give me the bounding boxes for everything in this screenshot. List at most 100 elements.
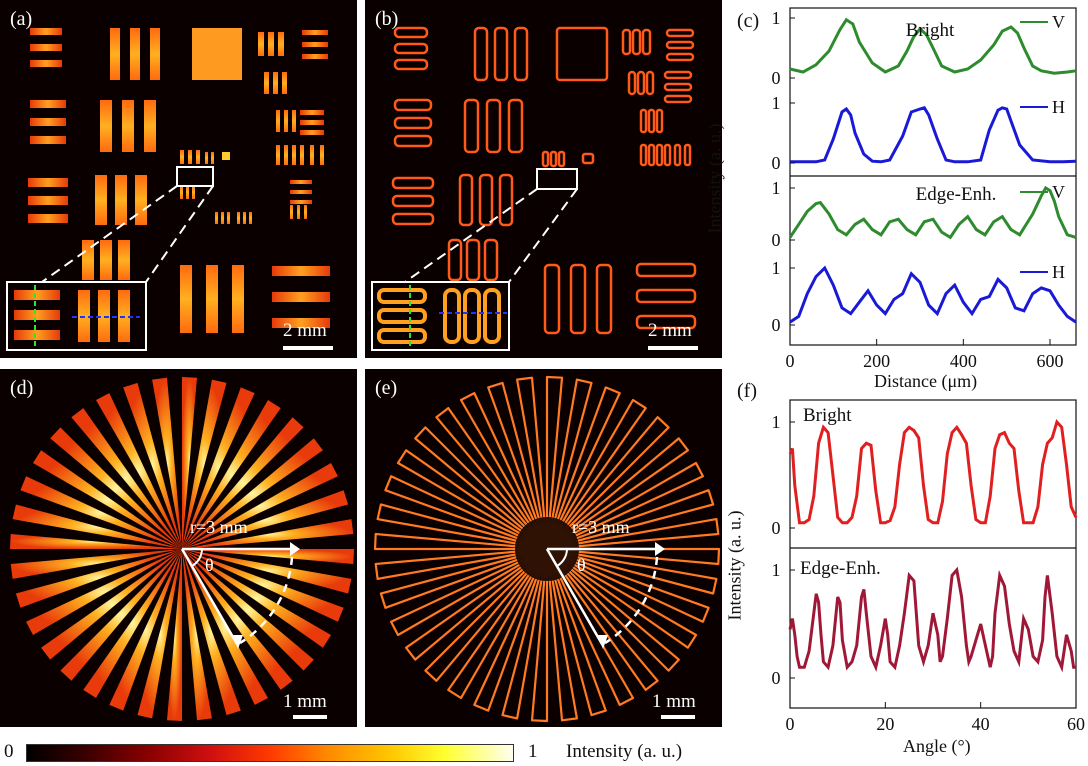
x-tick-label: 200 [863, 351, 890, 371]
panel-e-image: (e) r=3 mm θ 1 mm [365, 369, 722, 727]
plot-frame [789, 399, 1077, 709]
star-spoke [182, 377, 197, 549]
group-title-bright: Bright [803, 405, 852, 426]
panel-e-label: (e) [375, 377, 398, 399]
group-title-edge: Edge-Enh. [916, 184, 997, 205]
star-spoke [501, 547, 549, 720]
star-spoke [545, 375, 564, 551]
star-spoke [487, 381, 549, 551]
x-tick-label: 20 [876, 714, 894, 734]
y-tick-label: 1 [772, 8, 781, 28]
star-spoke [396, 449, 549, 551]
star-spoke [405, 547, 549, 661]
star-spoke [473, 547, 549, 712]
scale-label: 2 mm [283, 320, 327, 341]
angle-arm [180, 548, 239, 645]
star-spoke [516, 376, 549, 551]
star-spoke [545, 489, 715, 551]
star-spoke [182, 463, 338, 549]
star-spoke [424, 547, 549, 682]
star-spoke [545, 386, 621, 551]
panel-f-label: (f) [737, 380, 757, 402]
star-spoke [545, 378, 593, 551]
panel-b-image: (b) 2 mm [365, 0, 722, 358]
star-spoke [545, 398, 647, 551]
angle-label: θ [205, 555, 214, 575]
y-tick-label: 0 [772, 668, 781, 688]
x-axis-title-c: Distance (μm) [874, 371, 978, 391]
arrow-head [655, 542, 665, 556]
plot-frame [789, 7, 1077, 346]
y-tick-label: 0 [772, 315, 781, 335]
star-spoke [15, 549, 183, 608]
star-spoke [376, 503, 549, 551]
theta-arc [556, 548, 568, 567]
series-line-V [788, 185, 1077, 240]
scale-bar [283, 346, 333, 350]
star-spoke [373, 532, 549, 551]
angle-label: θ [577, 555, 586, 575]
radius-label: r=3 mm [190, 517, 248, 537]
star-spoke [41, 549, 182, 660]
star-spoke [50, 427, 183, 549]
panel-b-label: (b) [375, 8, 399, 30]
star-spoke [545, 547, 698, 649]
series-line-V [789, 17, 1077, 75]
star-spoke [96, 393, 182, 549]
star-spoke [182, 387, 255, 549]
arrow-head [232, 635, 243, 649]
arrow-head [597, 635, 608, 649]
star-spoke [530, 547, 549, 723]
scale-bar [661, 715, 695, 719]
star-spoke [109, 549, 182, 711]
star-spoke [459, 392, 549, 551]
group-title-edge: Edge-Enh. [800, 558, 881, 579]
star-spoke [182, 549, 293, 690]
resolution-target-edge [371, 26, 697, 351]
star-spoke [390, 547, 549, 637]
star-spoke [71, 408, 182, 549]
x-tick-label: 0 [786, 714, 795, 734]
star-spoke [83, 549, 182, 698]
star-spoke [182, 379, 227, 549]
star-spoke [26, 549, 182, 635]
star-spoke [182, 519, 354, 549]
colorbar-min-label: 0 [4, 741, 14, 762]
legend-label: H [1052, 262, 1065, 282]
scale-bar [293, 715, 327, 719]
star-spoke [182, 417, 304, 549]
panel-d-image: (d) r=3 mm θ 1 mm [0, 369, 357, 727]
legend-label: V [1052, 182, 1065, 202]
star-spoke [137, 549, 182, 719]
y-tick-label: 0 [772, 153, 781, 173]
panel-d-label: (d) [10, 377, 34, 399]
star-spoke [182, 490, 349, 549]
y-axis-title-c: Intensity (a. u.) [704, 123, 725, 234]
y-tick-label: 1 [772, 560, 781, 580]
star-spoke [182, 549, 314, 671]
star-spoke [374, 547, 549, 580]
x-tick-label: 60 [1067, 714, 1085, 734]
scale-label: 1 mm [283, 691, 327, 712]
series-line-H [789, 265, 1077, 324]
star-spoke [545, 547, 710, 623]
y-tick-label: 1 [772, 258, 781, 278]
siemens-star-edge [373, 375, 721, 723]
theta-arc [191, 548, 203, 567]
star-spoke [545, 547, 718, 595]
siemens-star-bright [10, 377, 354, 721]
x-tick-label: 400 [950, 351, 977, 371]
star-spoke [182, 549, 331, 648]
star-spoke [182, 549, 212, 721]
group-title-bright: Bright [906, 20, 955, 41]
star-spoke [545, 461, 704, 551]
star-spoke [545, 547, 680, 672]
panel-a-label: (a) [10, 8, 33, 30]
arrow-head [290, 542, 300, 556]
panel-a-image: (a) 2 mm [0, 0, 357, 358]
star-spoke [12, 504, 182, 549]
star-spoke [60, 549, 182, 681]
colorbar-max-label: 1 [528, 741, 538, 762]
y-tick-label: 1 [772, 93, 781, 113]
colorbar-title: Intensity (a. u.) [566, 741, 683, 762]
